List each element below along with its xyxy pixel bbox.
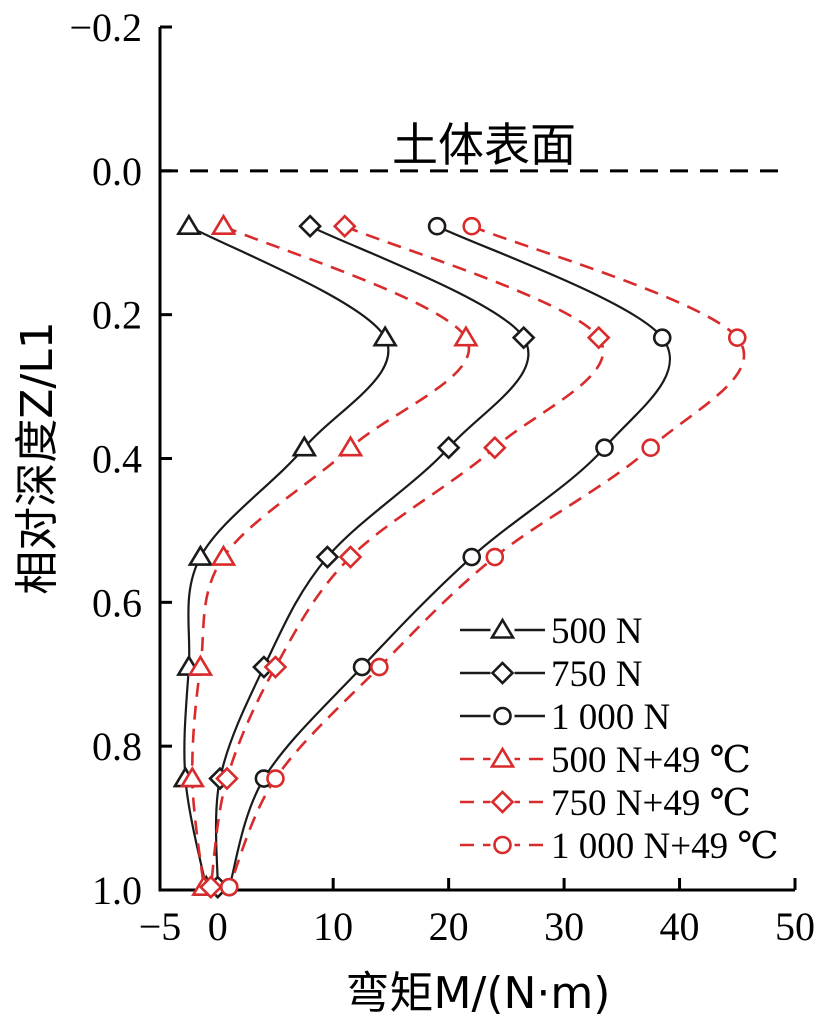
series-2 [205,214,536,899]
x-tick-label: 50 [775,904,815,949]
y-axis-ticks: −0.2 0.0 0.2 0.4 0.6 0.8 1.0 [69,5,172,913]
data-point [352,657,372,677]
series-5 [198,214,611,899]
y-tick-label: 0.8 [92,724,142,769]
legend-item: 1 000 N [460,697,670,738]
data-point [179,766,206,788]
y-axis-title: 相对深度Z/L1 [12,321,63,594]
data-point [215,766,239,791]
data-point [210,544,237,566]
data-point [176,213,202,236]
series-3 [219,216,672,897]
legend-label: 500 N+49 ℃ [551,740,751,781]
legend-label: 1 000 N+49 ℃ [551,826,779,867]
series-4 [179,213,479,896]
legend-marker [493,706,512,726]
legend-label: 500 N [551,611,642,652]
data-point [427,216,447,236]
y-tick-label: 0.6 [92,580,142,625]
data-point [453,325,479,347]
data-point [727,328,747,347]
x-axis-title: 弯矩M/(N·m) [346,968,611,1018]
x-tick-label: −5 [139,904,182,949]
data-point [187,544,214,566]
data-point [298,214,322,239]
x-tick-label: 40 [660,904,700,949]
legend-label: 1 000 N [551,697,670,738]
data-point [338,545,363,569]
data-point [291,435,318,457]
legend-label: 750 N [551,654,642,695]
x-tick-label: 0 [208,904,228,949]
legend-item: 500 N+49 ℃ [460,740,751,781]
soil-surface-annotation: 土体表面 [392,118,576,172]
y-tick-label: 1.0 [92,868,142,913]
data-point [266,769,285,788]
y-tick-label: 0.0 [92,149,142,194]
data-point [462,547,482,567]
data-point [187,654,214,676]
data-point [641,438,660,458]
legend-marker [493,835,512,855]
series-line [228,225,746,888]
y-tick-label: −0.2 [69,5,142,50]
data-point [198,875,223,899]
data-point [219,877,239,897]
legend-marker [489,617,516,639]
data-point [485,547,505,567]
x-tick-label: 10 [313,904,353,949]
data-point [337,435,364,457]
data-point [462,216,482,236]
legend-label: 750 N+49 ℃ [551,783,751,824]
series-1 [172,213,398,896]
data-point [332,214,357,239]
y-tick-label: 0.2 [92,293,142,338]
data-point [436,435,461,460]
series-line [190,225,470,888]
y-tick-label: 0.4 [92,437,142,482]
series-line [228,225,671,888]
data-point [370,657,389,677]
data-point [210,213,237,236]
data-point [586,325,611,350]
series-line [214,225,530,888]
legend-marker [490,661,515,685]
legend-marker [490,790,515,814]
data-point [372,325,398,347]
data-point [595,438,614,458]
legend-item: 1 000 N+49 ℃ [460,826,779,867]
legend-item: 750 N [460,654,642,695]
data-point [652,328,672,347]
legend-item: 500 N [460,611,642,652]
data-point [511,325,536,350]
series-6 [219,216,747,897]
data-point [482,435,507,460]
x-axis-ticks: −5 0 10 20 30 40 50 [139,878,815,949]
legend-marker [489,746,516,768]
legend-item: 750 N+49 ℃ [460,783,751,824]
data-point [263,655,288,679]
x-tick-label: 30 [544,904,584,949]
x-tick-label: 20 [429,904,469,949]
data-point [315,545,340,569]
series-layer [172,213,747,899]
